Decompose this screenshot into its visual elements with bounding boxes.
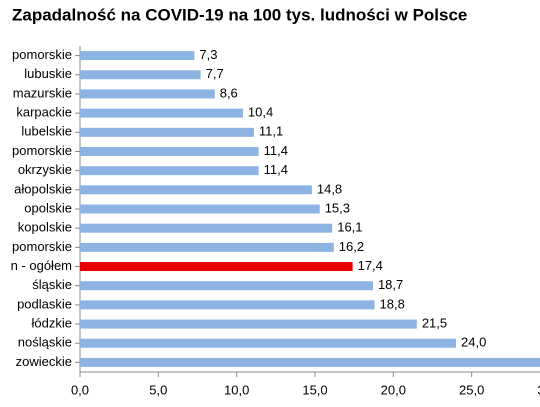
bar <box>80 185 312 195</box>
value-label: 16,1 <box>337 220 362 235</box>
y-tick-label: n - ogółem <box>11 258 72 273</box>
y-tick-label: pomorskie <box>12 239 72 254</box>
chart-title: Zapadalność na COVID-19 na 100 tys. ludn… <box>12 5 467 24</box>
y-tick-label: śląskie <box>32 277 72 292</box>
y-tick-label: lubelskie <box>21 124 72 139</box>
bar <box>80 262 353 272</box>
bar <box>80 281 373 291</box>
y-tick-label: mazurskie <box>13 85 72 100</box>
bar <box>80 89 215 99</box>
bar <box>80 204 320 214</box>
bar <box>80 223 333 233</box>
y-tick-label: opolskie <box>24 200 72 215</box>
y-tick-label: kopolskie <box>18 220 72 235</box>
bar <box>80 127 254 137</box>
y-tick-label: ałopolskie <box>14 181 72 196</box>
value-label: 7,7 <box>206 66 224 81</box>
bar <box>80 108 243 118</box>
value-label: 11,4 <box>264 143 288 158</box>
bar <box>80 242 334 252</box>
bar <box>80 319 417 329</box>
y-tick-label: podlaskie <box>17 296 72 311</box>
value-label: 11,4 <box>264 162 288 177</box>
bar <box>80 300 375 310</box>
value-label: 10,4 <box>248 105 273 120</box>
x-tick-label: 0,0 <box>71 382 89 397</box>
value-label: 7,3 <box>199 47 217 62</box>
value-label: 15,3 <box>325 200 350 215</box>
value-label: 14,8 <box>317 181 342 196</box>
value-label: 18,8 <box>380 296 405 311</box>
value-label: 8,6 <box>220 85 238 100</box>
value-label: 18,7 <box>378 277 403 292</box>
bar <box>80 338 456 348</box>
value-label: 17,4 <box>358 258 383 273</box>
y-tick-label: karpackie <box>16 105 72 120</box>
value-label: 11,1 <box>259 124 283 139</box>
y-tick-label: lubuskie <box>24 66 72 81</box>
x-tick-label: 30,0 <box>537 382 540 397</box>
y-tick-label: łódzkie <box>32 315 72 330</box>
x-tick-label: 25,0 <box>459 382 484 397</box>
y-tick-label: nośląskie <box>18 335 72 350</box>
x-tick-label: 5,0 <box>149 382 167 397</box>
value-label: 24,0 <box>461 335 486 350</box>
x-tick-label: 10,0 <box>224 382 249 397</box>
y-tick-label: pomorskie <box>12 47 72 62</box>
value-label: 16,2 <box>339 239 364 254</box>
bar <box>80 146 259 156</box>
bar <box>80 51 195 61</box>
y-tick-label: okrzyskie <box>18 162 72 177</box>
x-tick-label: 20,0 <box>381 382 406 397</box>
bar <box>80 357 540 367</box>
value-label: 21,5 <box>422 315 447 330</box>
bar <box>80 70 201 80</box>
y-tick-label: zowieckie <box>16 354 72 369</box>
bar <box>80 166 259 176</box>
y-tick-label: pomorskie <box>12 143 72 158</box>
x-tick-label: 15,0 <box>302 382 327 397</box>
